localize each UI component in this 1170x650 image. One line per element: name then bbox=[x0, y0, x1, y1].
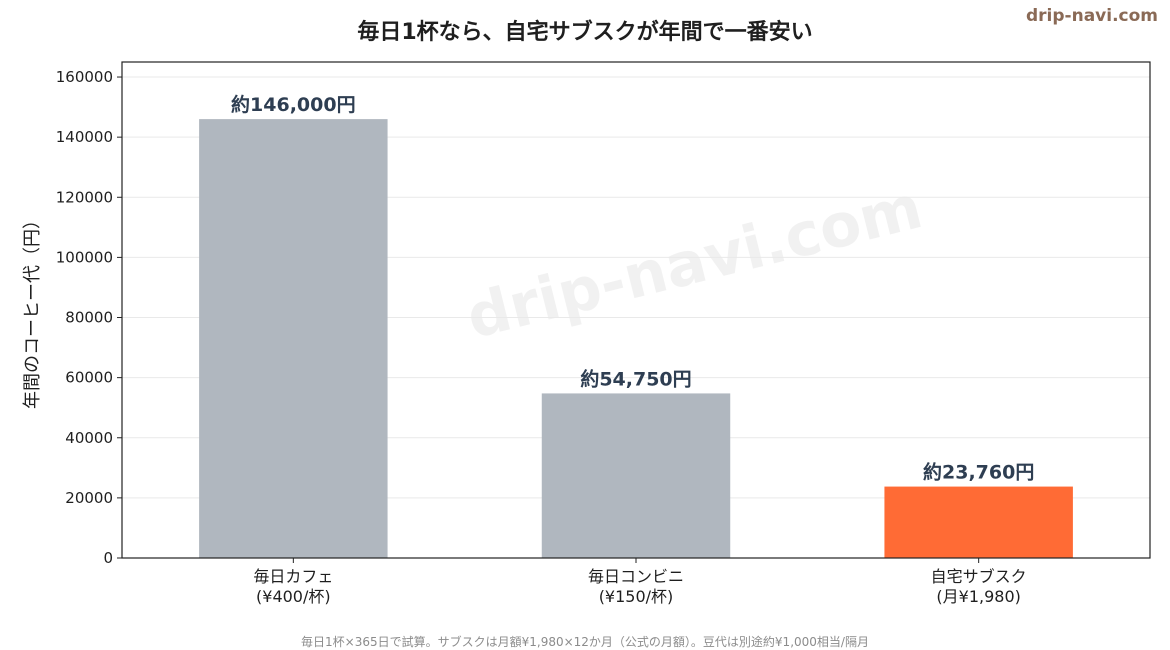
y-tick-label: 140000 bbox=[56, 128, 113, 146]
y-tick-label: 40000 bbox=[65, 429, 113, 447]
y-tick-label: 0 bbox=[103, 549, 113, 567]
y-tick-label: 20000 bbox=[65, 489, 113, 507]
x-tick-label: 毎日カフェ bbox=[253, 567, 333, 586]
plot-frame bbox=[121, 61, 1151, 559]
y-tick-label: 120000 bbox=[56, 188, 113, 206]
bar bbox=[199, 119, 388, 559]
x-tick-label: 自宅サブスク bbox=[931, 567, 1027, 586]
bar bbox=[541, 393, 731, 558]
y-tick-label: 100000 bbox=[56, 248, 113, 266]
footnote: 毎日1杯×365日で試算。サブスクは月額¥1,980×12か月（公式の月額）。豆… bbox=[301, 635, 869, 649]
x-tick-label: (¥400/杯) bbox=[256, 587, 331, 606]
x-tick-label: (月¥1,980) bbox=[936, 587, 1020, 606]
bar bbox=[884, 486, 1073, 558]
data-label: 約54,750円 bbox=[580, 367, 691, 390]
chart-title: 毎日1杯なら、自宅サブスクが年間で一番安い bbox=[357, 20, 813, 45]
y-tick-label: 60000 bbox=[65, 369, 113, 387]
y-axis-label: 年間のコーヒー代（円） bbox=[22, 211, 43, 409]
x-tick-label: 毎日コンビニ bbox=[588, 567, 684, 586]
y-tick-label: 80000 bbox=[65, 309, 113, 327]
brand-label: drip-navi.com bbox=[1025, 6, 1158, 26]
y-tick-label: 160000 bbox=[56, 68, 113, 86]
data-label: 約23,760円 bbox=[923, 461, 1034, 484]
data-label: 約146,000円 bbox=[231, 93, 356, 116]
x-tick-label: (¥150/杯) bbox=[599, 587, 674, 606]
